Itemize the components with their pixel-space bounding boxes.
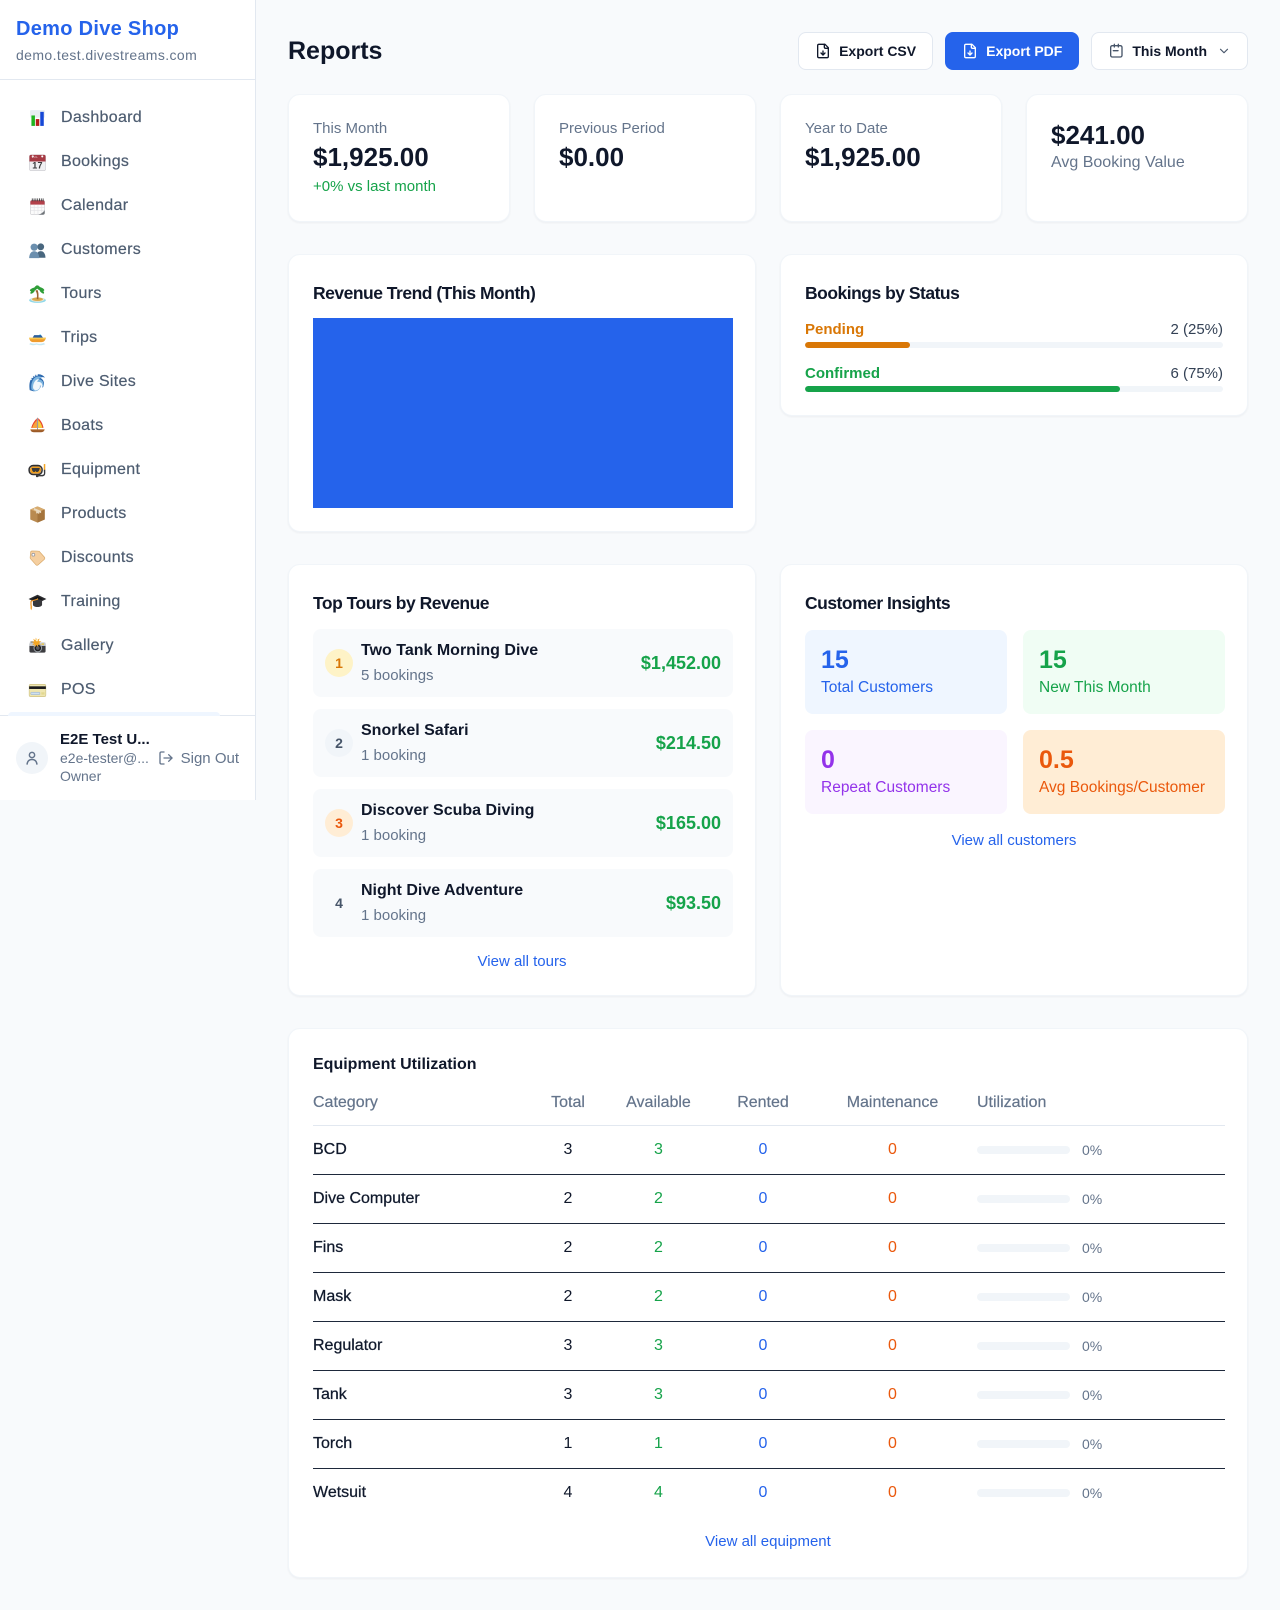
svg-text:17: 17: [32, 160, 43, 170]
svg-text:JUL: JUL: [32, 155, 38, 159]
